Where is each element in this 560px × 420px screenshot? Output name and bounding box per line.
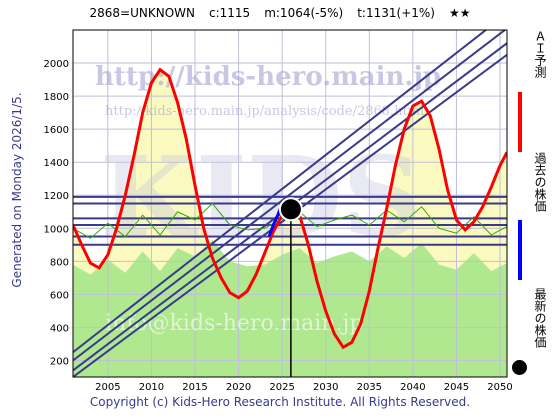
x-tick-label-0: 2005 (95, 382, 120, 393)
chart-header: 2868=UNKNOWN c:1115 m:1064(-5%) t:1131(+1%)… (0, 6, 560, 20)
middle-price: m:1064(-5%) (264, 6, 344, 20)
y-tick-label-1: 400 (50, 323, 69, 334)
watermark-sub: http://kids-hero.main.jp/analysis/code/2… (105, 104, 424, 119)
x-tick-label-6: 2035 (357, 382, 382, 393)
legend-label-past: 過去の株価 (533, 152, 547, 212)
y-tick-label-4: 1000 (44, 224, 69, 235)
current-price: c:1115 (209, 6, 251, 20)
watermark-email: info@kids-hero.main.jp (105, 311, 363, 336)
target-price: t:1131(+1%) (357, 6, 435, 20)
y-tick-label-3: 800 (50, 257, 69, 268)
x-tick-label-5: 2030 (313, 382, 338, 393)
green-area (73, 239, 507, 377)
y-tick-label-6: 1400 (44, 158, 69, 169)
y-tick-label-7: 1600 (44, 125, 69, 136)
y-tick-label-9: 2000 (44, 59, 69, 70)
y-tick-label-5: 1200 (44, 191, 69, 202)
legend: ＡＩ予測 過去の株価 最新の株価 (512, 30, 554, 380)
generated-date-label: Generated on Monday 2026/1/5. (4, 30, 30, 350)
y-tick-label-8: 1800 (44, 92, 69, 103)
legend-swatch-prediction (518, 92, 522, 152)
trend-line-1 (73, 30, 507, 362)
x-tick-label-2: 2015 (182, 382, 207, 393)
latest-price-marker (278, 197, 303, 222)
y-tick-label-2: 600 (50, 290, 69, 301)
background-areas (73, 69, 507, 377)
x-tick-label-1: 2010 (139, 382, 164, 393)
x-tick-label-4: 2025 (269, 382, 294, 393)
x-tick-label-3: 2020 (226, 382, 251, 393)
legend-label-latest: 最新の株価 (533, 288, 547, 348)
code-name: 2868=UNKNOWN (89, 6, 196, 20)
x-tick-label-7: 2040 (400, 382, 425, 393)
legend-marker-latest-icon (512, 360, 527, 375)
x-tick-label-9: 2050 (487, 382, 512, 393)
latest-marker-group (278, 197, 303, 377)
generated-date-text: Generated on Monday 2026/1/5. (10, 92, 24, 288)
legend-label-prediction: ＡＩ予測 (533, 30, 547, 78)
plot-frame (72, 29, 508, 378)
legend-swatch-past (518, 220, 522, 280)
axes: 200 400 600 800 1000 1200 1400 1600 1800 2000 2005… (44, 29, 513, 393)
y-tick-label-0: 200 (50, 356, 69, 367)
watermark-main: http://kids-hero.main.jp (95, 62, 441, 92)
copyright-footer: Copyright (c) Kids-Hero Research Institu… (89, 395, 471, 409)
rating-stars: ★★ (448, 6, 471, 20)
x-tick-label-8: 2045 (444, 382, 469, 393)
trend-line-0 (73, 30, 488, 354)
